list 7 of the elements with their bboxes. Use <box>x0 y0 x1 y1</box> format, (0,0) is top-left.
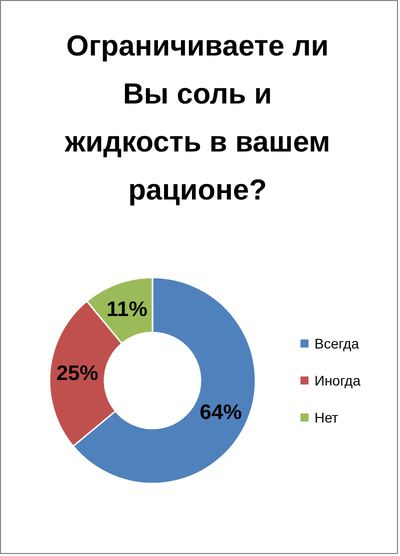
legend-label: Всегда <box>314 336 360 352</box>
legend-label: Иногда <box>314 372 361 388</box>
data-label: 11% <box>106 298 148 321</box>
data-label: 25% <box>56 362 99 385</box>
legend-label: Нет <box>314 410 339 426</box>
data-label: 64% <box>200 401 242 424</box>
chart-title: Ограничиваете ли Вы соль и жидкость в вашем рационе? <box>64 30 330 206</box>
